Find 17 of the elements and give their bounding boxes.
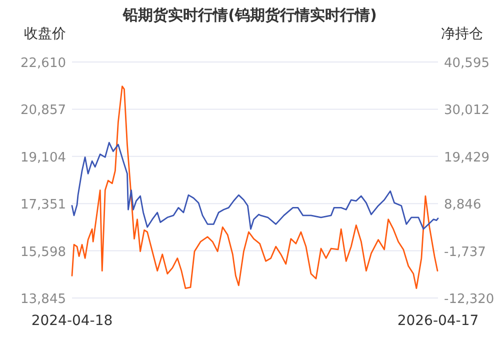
y-tick-label: 20,857 (20, 103, 66, 118)
y-tick-label: 19,104 (20, 150, 66, 166)
chart-title: 铅期货实时行情(钨期货行情实时行情) (122, 6, 377, 24)
y2-axis-title: 净持仓 (441, 26, 483, 42)
y2-tick-label: 19,429 (444, 150, 490, 166)
y-tick-label: 17,351 (20, 198, 66, 213)
y2-tick-label: 40,595 (444, 56, 490, 71)
y-tick-label: 15,598 (20, 244, 66, 260)
y2-tick-label: -12,320 (444, 292, 494, 307)
y-tick-label: 13,845 (20, 292, 66, 307)
y2-tick-label: 8,846 (444, 198, 482, 213)
y2-tick-label: 30,012 (444, 103, 490, 118)
y-tick-label: 22,610 (20, 56, 66, 71)
y-axis-title: 收盘价 (24, 26, 66, 42)
x-tick-label: 2026-04-17 (397, 313, 479, 329)
x-tick-label: 2024-04-18 (31, 313, 113, 329)
y2-tick-label: -1,737 (444, 244, 486, 260)
